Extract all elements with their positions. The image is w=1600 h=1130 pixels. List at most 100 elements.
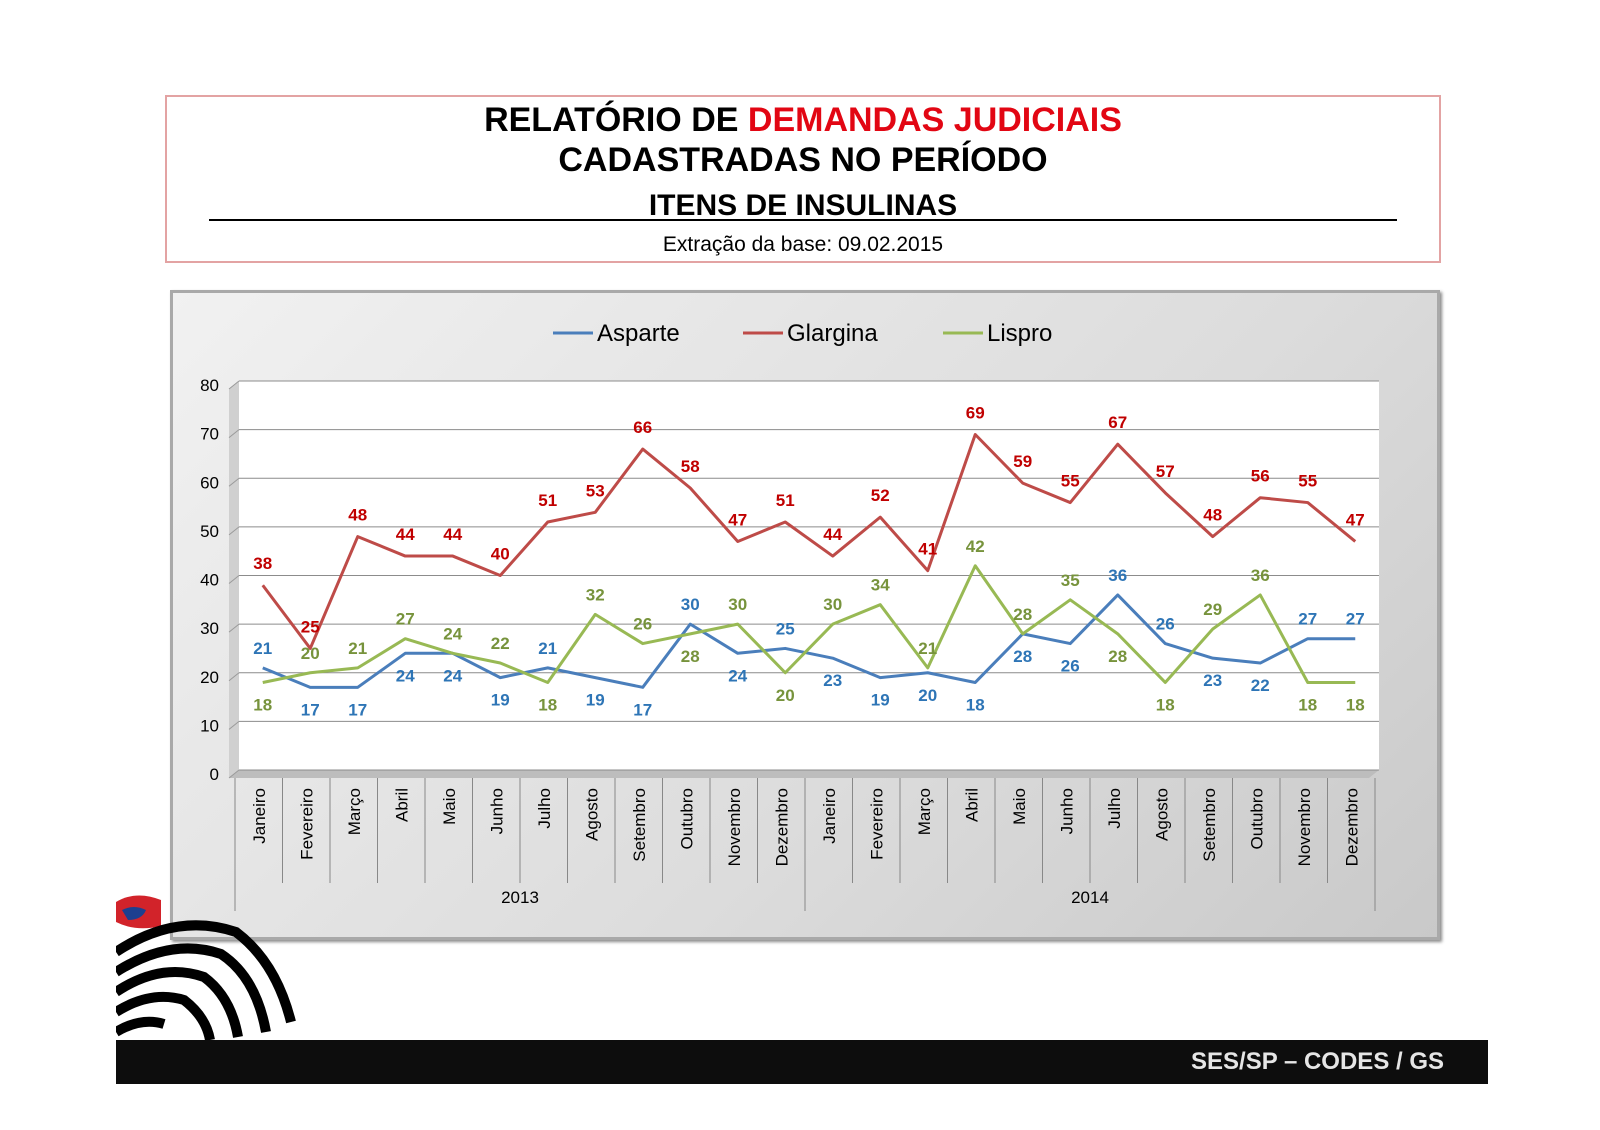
x-tick-label: Maio [440,788,459,825]
data-label-glargina: 51 [776,491,795,510]
gridline-3d [228,769,240,779]
data-label-glargina: 44 [823,525,842,544]
series-line-glargina [261,432,1357,650]
x-tick-label: Abril [392,788,411,822]
data-label-asparte: 23 [823,671,842,690]
data-label-asparte: 25 [776,619,795,638]
footer-bar: SES/SP – CODES / GS [116,1040,1488,1084]
report-subtitle: ITENS DE INSULINAS [648,189,958,222]
data-label-glargina: 25 [301,617,320,636]
sao-paulo-flag-logo [116,892,296,1042]
data-label-glargina: 66 [633,418,652,437]
y-tick-label: 50 [200,522,219,541]
data-label-glargina: 47 [1346,510,1365,529]
y-tick-label: 30 [200,619,219,638]
gridline-3d [228,380,240,390]
data-label-asparte: 23 [1203,671,1222,690]
data-label-lispro: 20 [301,644,320,663]
data-label-lispro: 32 [586,585,605,604]
data-label-asparte: 30 [681,595,700,614]
x-tick-label: Abril [962,788,981,822]
y-tick-label: 80 [200,376,219,395]
data-label-lispro: 35 [1061,571,1080,590]
legend-label-lispro: Lispro [987,320,1052,347]
title-part2-highlight: DEMANDAS JUDICIAIS [747,101,1122,139]
chart-panel: 0 10 20 30 40 50 60 70 80 Janeiro Fevereiro Março Ab… [170,290,1440,940]
x-tick-label: Setembro [1200,788,1219,862]
data-label-lispro: 30 [823,595,842,614]
data-label-lispro: 20 [776,686,795,705]
data-label-asparte: 24 [728,666,747,685]
data-label-glargina: 69 [966,403,985,422]
x-tick-label: Outubro [1247,788,1266,849]
gridline-3d [228,526,240,536]
data-label-glargina: 55 [1061,472,1080,491]
data-label-lispro: 28 [681,647,700,666]
data-label-glargina: 55 [1298,472,1317,491]
data-label-lispro: 18 [1156,695,1175,714]
data-label-glargina: 52 [871,486,890,505]
gridline-3d [228,575,240,584]
data-label-asparte: 19 [871,691,890,710]
x-tick-label: Novembro [725,788,744,866]
data-label-glargina: 48 [1203,506,1222,525]
data-label-asparte: 17 [301,700,320,719]
x-tick-label: Março [915,788,934,835]
data-label-glargina: 40 [491,545,510,564]
data-label-lispro: 26 [633,615,652,634]
data-label-lispro: 30 [728,595,747,614]
data-label-lispro: 18 [1298,695,1317,714]
y-tick-label: 0 [210,765,219,784]
data-label-glargina: 44 [396,525,415,544]
x-tick-label: Dezembro [1342,788,1361,866]
data-label-asparte: 17 [633,700,652,719]
x-tick-label: Janeiro [250,788,269,844]
subtitle-underline [209,219,1397,221]
gridline-3d [228,672,240,682]
series-line-asparte [262,593,1356,689]
data-label-glargina: 53 [586,481,605,500]
data-label-lispro: 22 [491,634,510,653]
data-label-lispro: 18 [538,695,557,714]
data-label-asparte: 19 [586,691,605,710]
data-label-glargina: 47 [728,510,747,529]
report-title-line2: CADASTRADAS NO PERÍODO [558,141,1048,179]
x-tick-label: Dezembro [772,788,791,866]
data-label-lispro: 28 [1108,647,1127,666]
x-tick-label: Fevereiro [867,788,886,860]
data-label-glargina: 58 [681,457,700,476]
extraction-date: Extração da base: 09.02.2015 [662,233,944,256]
legend-label-asparte: Asparte [597,320,680,347]
gridline-3d [228,429,240,439]
data-label-glargina: 67 [1108,413,1127,432]
report-title-line1: RELATÓRIO DE DEMANDAS JUDICIAIS [167,101,1439,140]
data-label-asparte: 21 [253,639,272,658]
data-label-glargina: 48 [348,506,367,525]
y-tick-label: 10 [200,716,219,735]
x-tick-label: Janeiro [820,788,839,844]
x-tick-label: Outubro [677,788,696,849]
x-tick-label: Julho [535,788,554,829]
gridline-3d [228,720,240,730]
data-label-glargina: 56 [1251,467,1270,486]
x-tick-label: Junho [1057,788,1076,834]
data-label-lispro: 27 [396,610,415,629]
data-label-glargina: 44 [443,525,462,544]
data-label-lispro: 34 [871,576,890,595]
data-label-asparte: 20 [918,686,937,705]
data-label-lispro: 21 [348,639,367,658]
x-tick-label: Março [345,788,364,835]
data-label-glargina: 51 [538,491,557,510]
y-tick-label: 70 [200,425,219,444]
data-label-lispro: 21 [918,639,937,658]
data-label-asparte: 27 [1346,610,1365,629]
data-label-glargina: 41 [918,540,937,559]
data-label-asparte: 36 [1108,566,1127,585]
y-tick-label: 20 [200,668,219,687]
x-tick-label: Agosto [1152,788,1171,841]
title-part1: RELATÓRIO DE [484,101,748,139]
data-label-asparte: 26 [1156,615,1175,634]
data-label-asparte: 19 [491,691,510,710]
y-tick-label: 60 [200,473,219,492]
data-label-lispro: 18 [253,695,272,714]
